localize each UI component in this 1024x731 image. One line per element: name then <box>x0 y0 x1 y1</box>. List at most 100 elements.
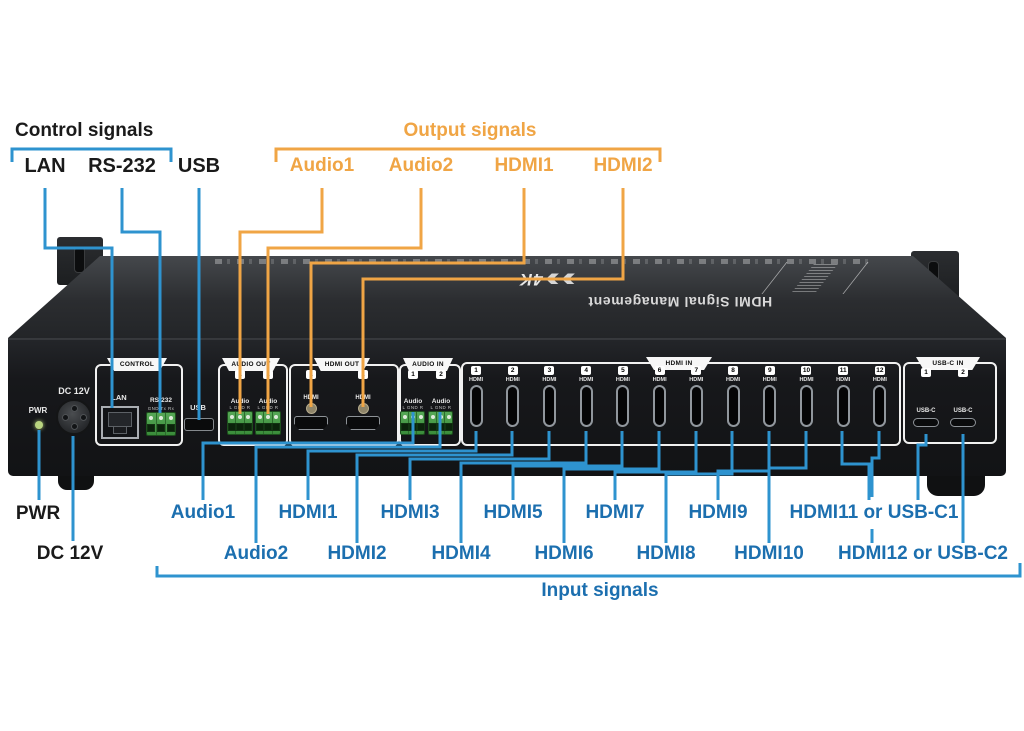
label-in-audio2: Audio2 <box>223 543 289 564</box>
hdmi-in-port[interactable]: 3 HDMI <box>538 366 560 427</box>
label-in-hdmi6: HDMI6 <box>534 543 594 564</box>
port-number-chip: 1 <box>235 370 245 379</box>
label-in-hdmi8: HDMI8 <box>636 543 696 564</box>
usb-port[interactable] <box>184 418 214 431</box>
label-lan: LAN <box>24 155 66 177</box>
hdmi-in-port[interactable]: 7 HDMI <box>685 366 707 427</box>
hdmi-in-port[interactable]: 5 HDMI <box>612 366 634 427</box>
hdmi-in-connector[interactable] <box>763 385 777 427</box>
hdmi-in-connector[interactable] <box>836 385 850 427</box>
label-in-hdmi2: HDMI2 <box>327 543 387 564</box>
port-number-chip: 12 <box>874 366 885 375</box>
logo-chevron-icon <box>562 274 575 285</box>
power-led <box>35 421 43 429</box>
hdmi-in-connector[interactable] <box>506 385 520 427</box>
output-signals-title: Output signals <box>403 120 537 141</box>
label-hdmi-out2: HDMI2 <box>593 155 653 176</box>
port-number-chip: 10 <box>801 366 812 375</box>
hdmi-in-port[interactable]: 2 HDMI <box>502 366 524 427</box>
chassis-label-sticker <box>761 262 869 294</box>
label-in-hdmi12-usbc2: HDMI12 or USB-C2 <box>838 543 1008 564</box>
audio-in-port-1[interactable]: 1 Audio L GND R <box>400 370 426 435</box>
dc-power-connector[interactable] <box>56 399 92 435</box>
hdmi-in-connector[interactable] <box>579 385 593 427</box>
hdmi-in-port[interactable]: 8 HDMI <box>722 366 744 427</box>
audio-out-port-2[interactable]: 2 Audio L GND R <box>255 370 281 435</box>
thumbscrew-hole <box>305 403 317 414</box>
hdmi-in-port[interactable]: 4 HDMI <box>575 366 597 427</box>
hdmi-in-port[interactable]: 1 HDMI <box>465 366 487 427</box>
label-rs232: RS-232 <box>88 155 156 177</box>
label-in-hdmi4: HDMI4 <box>431 543 491 564</box>
panel-pwr-label: PWR <box>28 406 48 415</box>
control-signals-title: Control signals <box>15 120 154 141</box>
hdmi-in-connector[interactable] <box>799 385 813 427</box>
port-number-chip: 2 <box>263 370 273 379</box>
audio-out-terminal[interactable] <box>255 411 281 435</box>
label-usb: USB <box>177 155 221 177</box>
label-in-audio1: Audio1 <box>170 502 236 523</box>
hdmi-in-connector[interactable] <box>542 385 556 427</box>
hdmi-in-port-row: 1 HDMI 2 HDMI 3 HDMI 4 HDMI 5 HDMI 6 HDM… <box>465 366 891 427</box>
hdmi-in-port[interactable]: 9 HDMI <box>759 366 781 427</box>
label-dc12v: DC 12V <box>36 543 104 564</box>
label-in-hdmi3: HDMI3 <box>380 502 440 523</box>
label-in-hdmi1: HDMI1 <box>278 502 338 523</box>
usb-port-label: USB <box>190 403 206 412</box>
lan-port-label: LAN <box>111 393 127 402</box>
hdmi-out-connector[interactable] <box>346 416 380 430</box>
section-control-header: CONTROL <box>107 358 167 371</box>
usbc-connector[interactable] <box>950 418 976 427</box>
port-number-chip: 1 <box>306 370 316 379</box>
hdmi-in-port[interactable]: 11 HDMI <box>832 366 854 427</box>
audio-in-terminal[interactable] <box>428 411 453 435</box>
label-audio-out1: Audio1 <box>289 155 355 176</box>
hdmi-out-port-2[interactable]: 2 HDMI <box>346 370 380 430</box>
hdmi-in-connector[interactable] <box>689 385 703 427</box>
port-number-chip: 2 <box>507 366 518 375</box>
lan-rj45-port[interactable] <box>101 406 139 439</box>
audio-in-terminal[interactable] <box>400 411 425 435</box>
rack-ear-slot <box>74 247 85 273</box>
hdmi-out-port-1[interactable]: 1 HDMI <box>294 370 328 430</box>
port-number-chip: 2 <box>436 370 446 379</box>
port-number-chip: 7 <box>691 366 702 375</box>
hdmi-in-connector[interactable] <box>726 385 740 427</box>
audio-out-port-1[interactable]: 1 Audio L GND R <box>227 370 253 435</box>
port-number-chip: 8 <box>728 366 739 375</box>
hdmi-in-connector[interactable] <box>616 385 630 427</box>
port-number-chip: 5 <box>617 366 628 375</box>
port-number-chip: 1 <box>408 370 418 379</box>
hdmi-in-connector[interactable] <box>653 385 667 427</box>
hdmi-in-port[interactable]: 12 HDMI <box>869 366 891 427</box>
hdmi-in-connector[interactable] <box>873 385 887 427</box>
section-usbc-in-header: USB-C IN <box>916 357 980 370</box>
audio-out-terminal[interactable] <box>227 411 253 435</box>
chassis-top: 4K HDMI Signal Management <box>8 256 1006 338</box>
hdmi-in-port[interactable]: 10 HDMI <box>795 366 817 427</box>
port-number-chip: 1 <box>471 366 481 375</box>
port-number-chip: 4 <box>581 366 592 375</box>
hdmi-out-connector[interactable] <box>294 416 328 430</box>
port-number-chip: 3 <box>544 366 555 375</box>
rs232-terminal-port[interactable] <box>146 412 176 436</box>
port-number-chip: 11 <box>838 366 849 375</box>
device-top-title: HDMI Signal Management <box>587 294 773 310</box>
hdmi-in-connector[interactable] <box>469 385 483 427</box>
port-number-chip: 1 <box>921 368 931 377</box>
label-audio-out2: Audio2 <box>388 155 454 176</box>
usbc-connector[interactable] <box>913 418 939 427</box>
audio-in-port-2[interactable]: 2 Audio L GND R <box>428 370 454 435</box>
usbc-in-port-2[interactable]: 2 USB-C <box>950 368 976 427</box>
thumbscrew-hole <box>357 403 369 414</box>
chassis-fine-print-strip <box>215 259 870 264</box>
panel-dc12v-label: DC 12V <box>58 386 90 396</box>
hdmi-in-port[interactable]: 6 HDMI <box>649 366 671 427</box>
rs232-pin-labels: GND Tx Rx <box>147 406 175 411</box>
label-in-hdmi9: HDMI9 <box>688 502 748 523</box>
port-number-chip: 2 <box>358 370 368 379</box>
port-number-chip: 2 <box>958 368 968 377</box>
usbc-in-port-1[interactable]: 1 USB-C <box>913 368 939 427</box>
label-pwr: PWR <box>15 503 61 524</box>
